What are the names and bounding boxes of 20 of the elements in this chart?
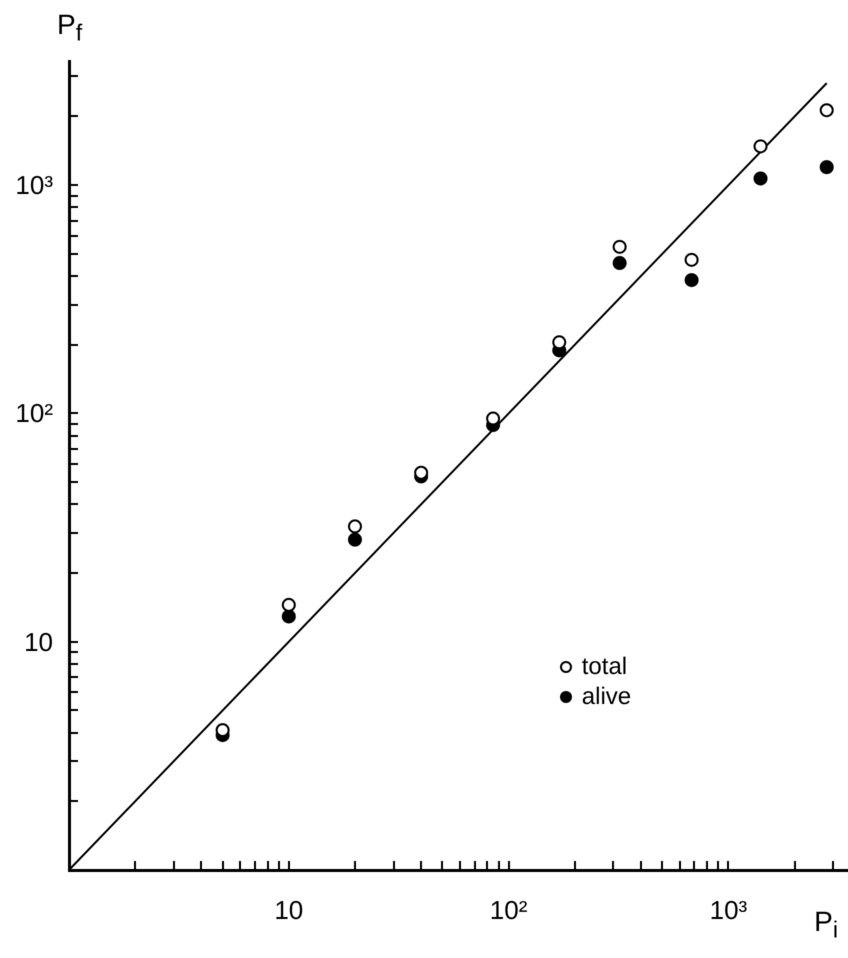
legend-label: total bbox=[582, 652, 628, 681]
point bbox=[216, 723, 230, 738]
point bbox=[282, 609, 296, 624]
point bbox=[754, 139, 768, 154]
point bbox=[820, 160, 834, 174]
point bbox=[552, 335, 566, 350]
x-tick-label: 10³ bbox=[710, 895, 748, 925]
point bbox=[820, 103, 834, 118]
point bbox=[754, 171, 768, 186]
x-axis-title: P$_{i}$ bbox=[814, 906, 838, 944]
y-tick-label: 10² bbox=[15, 398, 53, 428]
point bbox=[684, 273, 699, 288]
y-tick-label: 10 bbox=[24, 626, 53, 657]
point bbox=[684, 252, 699, 267]
x-tick-label: 10 bbox=[274, 895, 304, 925]
y-axis-title: P$_{f}$ bbox=[57, 9, 82, 47]
y-tick-label: 10³ bbox=[15, 170, 53, 200]
x-tick-label: 10² bbox=[490, 895, 528, 925]
point bbox=[282, 598, 296, 612]
legend-label: alive bbox=[582, 682, 632, 711]
